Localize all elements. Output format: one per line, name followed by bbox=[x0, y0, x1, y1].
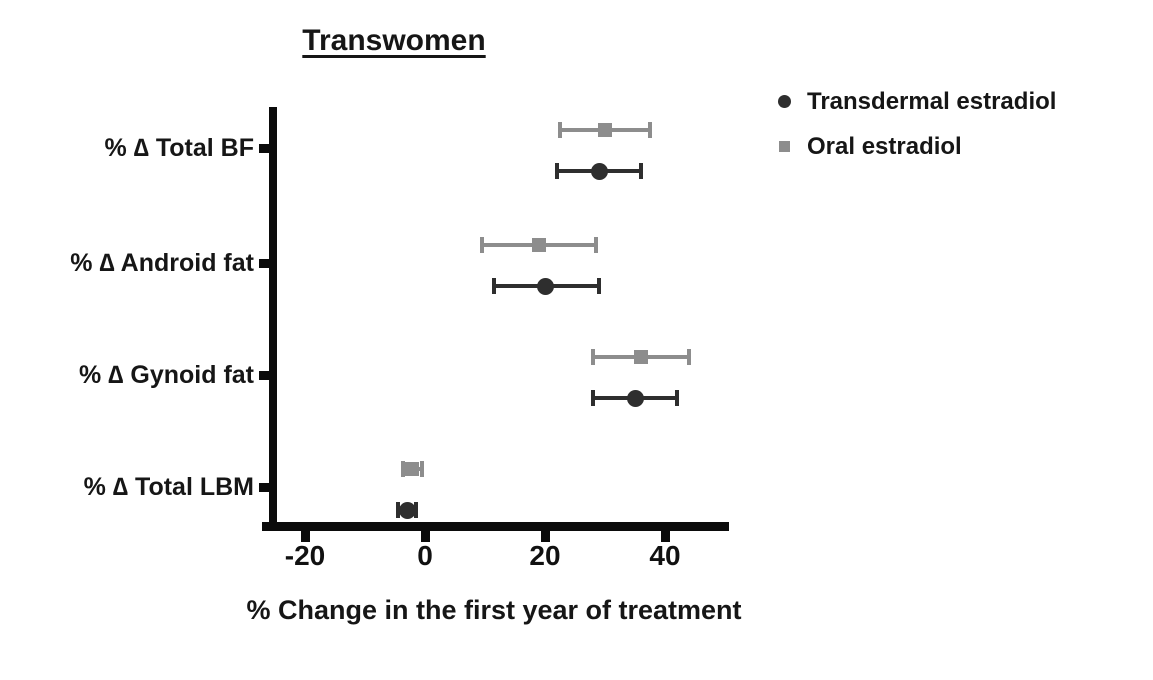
x-axis-title: % Change in the first year of treatment bbox=[246, 595, 742, 625]
error-bar-cap bbox=[594, 237, 598, 253]
error-bar-cap bbox=[492, 278, 496, 294]
legend-item: Oral estradiol bbox=[778, 133, 1056, 160]
error-bar-cap bbox=[414, 502, 418, 518]
x-tick-label: 0 bbox=[417, 540, 433, 571]
x-tick-label: -20 bbox=[284, 540, 326, 571]
error-bar-cap bbox=[420, 461, 424, 477]
data-point-square bbox=[598, 123, 612, 137]
y-axis-line bbox=[269, 107, 277, 527]
x-tick-label: 40 bbox=[649, 540, 681, 571]
error-bar-cap bbox=[480, 237, 484, 253]
category-label: % ∆ Gynoid fat bbox=[78, 361, 254, 389]
error-bar-cap bbox=[396, 502, 400, 518]
chart-title: Transwomen bbox=[302, 24, 486, 57]
x-tick-label: 20 bbox=[529, 540, 561, 571]
x-axis-tick bbox=[661, 531, 670, 542]
x-axis-tick bbox=[421, 531, 430, 542]
error-bar-cap bbox=[400, 461, 405, 477]
y-axis-tick bbox=[259, 144, 269, 153]
error-bar-cap bbox=[687, 349, 691, 365]
x-axis-tick bbox=[301, 531, 310, 542]
x-axis-tick bbox=[541, 531, 550, 542]
data-point-circle bbox=[398, 501, 416, 519]
y-axis-tick bbox=[259, 371, 269, 380]
data-point-square bbox=[532, 238, 546, 252]
error-bar-cap bbox=[558, 122, 562, 138]
y-axis-tick bbox=[259, 483, 269, 492]
category-label: % ∆ Android fat bbox=[70, 249, 254, 277]
legend-item-label: Oral estradiol bbox=[807, 132, 962, 160]
data-point-circle bbox=[590, 162, 608, 180]
circle-marker-icon bbox=[778, 95, 791, 108]
error-bar-cap bbox=[597, 278, 601, 294]
error-bar-cap bbox=[591, 390, 595, 406]
error-bar-cap bbox=[648, 122, 652, 138]
data-point-square bbox=[404, 462, 419, 476]
legend-item: Transdermal estradiol bbox=[778, 88, 1056, 115]
data-point-circle bbox=[536, 277, 554, 295]
x-axis-line bbox=[262, 522, 729, 531]
error-bar-cap bbox=[591, 349, 595, 365]
error-bar-cap bbox=[555, 163, 559, 179]
y-axis-tick bbox=[259, 259, 269, 268]
legend: Transdermal estradiol Oral estradiol bbox=[778, 88, 1056, 178]
category-label: % ∆ Total LBM bbox=[83, 473, 254, 501]
data-point-circle bbox=[626, 389, 644, 407]
legend-item-label: Transdermal estradiol bbox=[807, 87, 1057, 115]
data-point-square bbox=[634, 350, 648, 364]
error-bar-cap bbox=[675, 390, 679, 406]
error-bar-cap bbox=[639, 163, 643, 179]
square-marker-icon bbox=[779, 141, 790, 152]
category-label: % ∆ Total BF bbox=[104, 134, 254, 162]
